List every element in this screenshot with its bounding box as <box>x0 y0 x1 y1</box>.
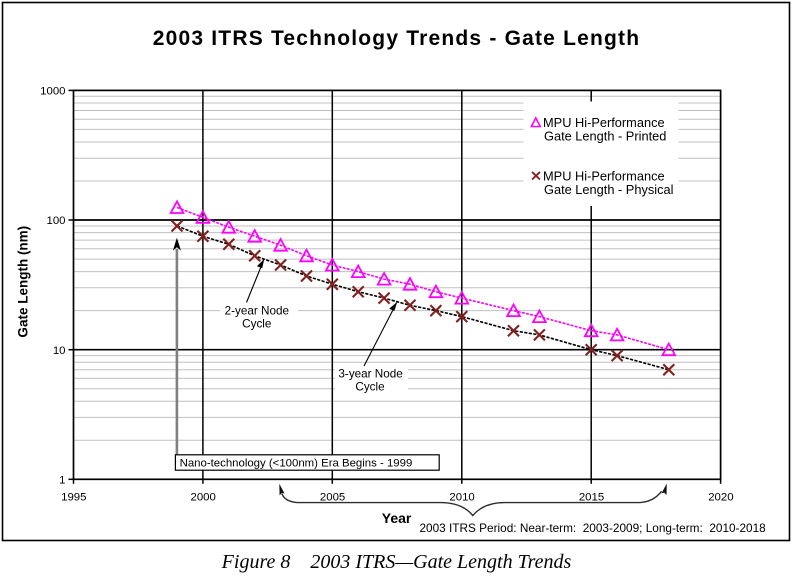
svg-text:MPU Hi-Performance: MPU Hi-Performance <box>543 115 665 130</box>
svg-text:100: 100 <box>46 215 65 227</box>
svg-text:Cycle: Cycle <box>355 381 384 394</box>
svg-text:2000: 2000 <box>191 491 216 503</box>
svg-text:MPU Hi-Performance: MPU Hi-Performance <box>543 169 665 184</box>
svg-text:1000: 1000 <box>40 86 65 98</box>
svg-text:Year: Year <box>382 510 412 526</box>
svg-text:Nano-technology (<100nm) Era B: Nano-technology (<100nm) Era Begins - 19… <box>180 458 413 470</box>
svg-text:2020: 2020 <box>708 491 733 503</box>
svg-text:Gate Length - Physical: Gate Length - Physical <box>544 182 673 197</box>
svg-text:1995: 1995 <box>61 491 86 503</box>
svg-text:2010: 2010 <box>449 491 474 503</box>
svg-text:10: 10 <box>53 345 66 357</box>
svg-text:Gate Length (nm): Gate Length (nm) <box>15 226 30 338</box>
svg-text:1: 1 <box>59 474 65 486</box>
svg-text:2005: 2005 <box>320 491 345 503</box>
svg-text:3-year Node: 3-year Node <box>338 368 402 381</box>
svg-text:2003 ITRS Period: Near-term:: 2003 ITRS Period: Near-term: 2003-2009; … <box>420 521 767 535</box>
svg-text:Gate Length - Printed: Gate Length - Printed <box>544 128 666 143</box>
svg-text:2015: 2015 <box>579 491 604 503</box>
svg-text:Cycle: Cycle <box>242 318 271 331</box>
svg-text:2003 ITRS Technology Trends -: 2003 ITRS Technology Trends - Gate Lengt… <box>153 27 641 50</box>
svg-text:2-year Node: 2-year Node <box>225 305 289 318</box>
